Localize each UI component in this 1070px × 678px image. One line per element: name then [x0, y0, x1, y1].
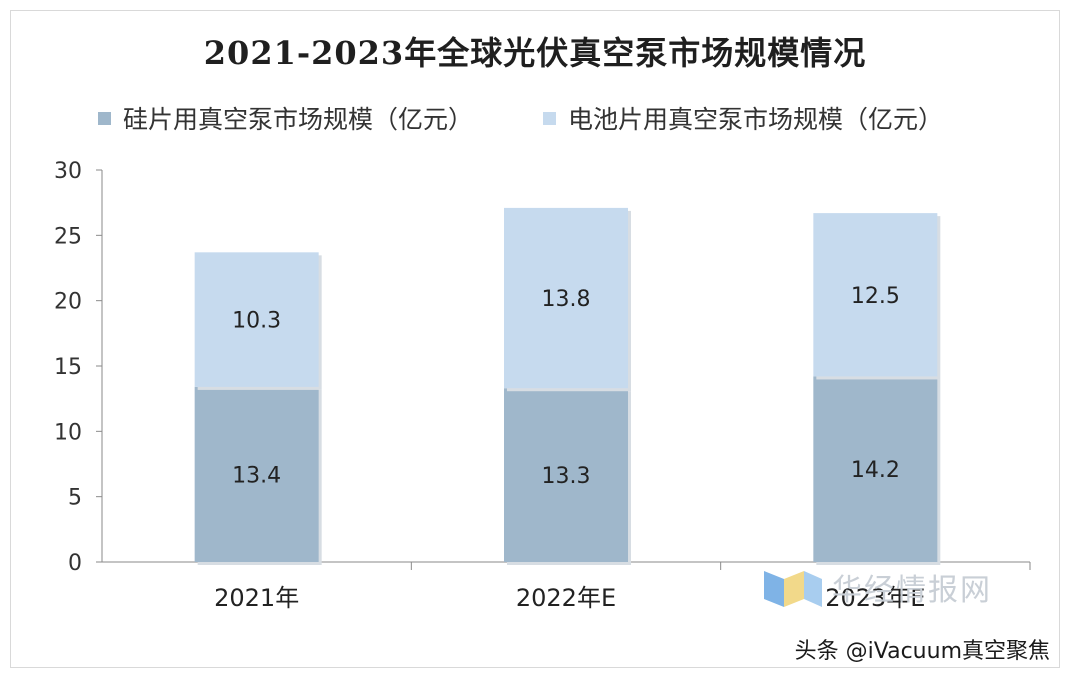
legend: 硅片用真空泵市场规模（亿元） 电池片用真空泵市场规模（亿元）	[98, 100, 943, 136]
x-tick-label: 2023年E	[825, 584, 925, 612]
data-label: 13.8	[542, 287, 591, 312]
legend-label-silicon: 硅片用真空泵市场规模（亿元）	[123, 105, 474, 134]
legend-item-silicon: 硅片用真空泵市场规模（亿元）	[98, 100, 473, 136]
y-tick-label: 15	[54, 355, 82, 380]
data-label: 13.4	[232, 463, 281, 488]
watermark: 华经情报网	[764, 566, 992, 608]
source-label: 头条 @iVacuum真空聚焦	[794, 639, 1050, 664]
data-label: 10.3	[232, 309, 281, 334]
watermark-text: 华经情报网	[832, 573, 992, 608]
y-tick-label: 5	[68, 486, 82, 511]
legend-item-cell: 电池片用真空泵市场规模（亿元）	[543, 100, 943, 136]
bar-segment-cell	[194, 252, 319, 387]
bar-segment-silicon	[813, 376, 938, 562]
legend-swatch-silicon	[98, 111, 111, 125]
data-label: 13.3	[542, 464, 591, 489]
y-tick-label: 30	[54, 159, 82, 184]
y-tick-label: 10	[54, 420, 82, 445]
data-label: 14.2	[851, 458, 900, 483]
bar-segment-cell	[504, 207, 628, 389]
bar-segment-silicon	[194, 386, 319, 562]
y-tick-label: 0	[68, 551, 82, 576]
legend-swatch-cell	[543, 111, 557, 125]
y-tick-label: 20	[54, 290, 82, 315]
x-tick-label: 2021年	[214, 584, 299, 612]
bar-segment-cell	[813, 213, 938, 377]
x-tick-label: 2022年E	[516, 584, 616, 612]
chart-title: 2021-2023年全球光伏真空泵市场规模情况	[203, 34, 867, 72]
legend-label-cell: 电池片用真空泵市场规模（亿元）	[568, 105, 944, 134]
bar-segment-silicon	[504, 388, 628, 562]
hj-logo-icon	[764, 571, 822, 607]
data-label: 12.5	[851, 284, 900, 309]
y-tick-label: 25	[54, 224, 82, 249]
